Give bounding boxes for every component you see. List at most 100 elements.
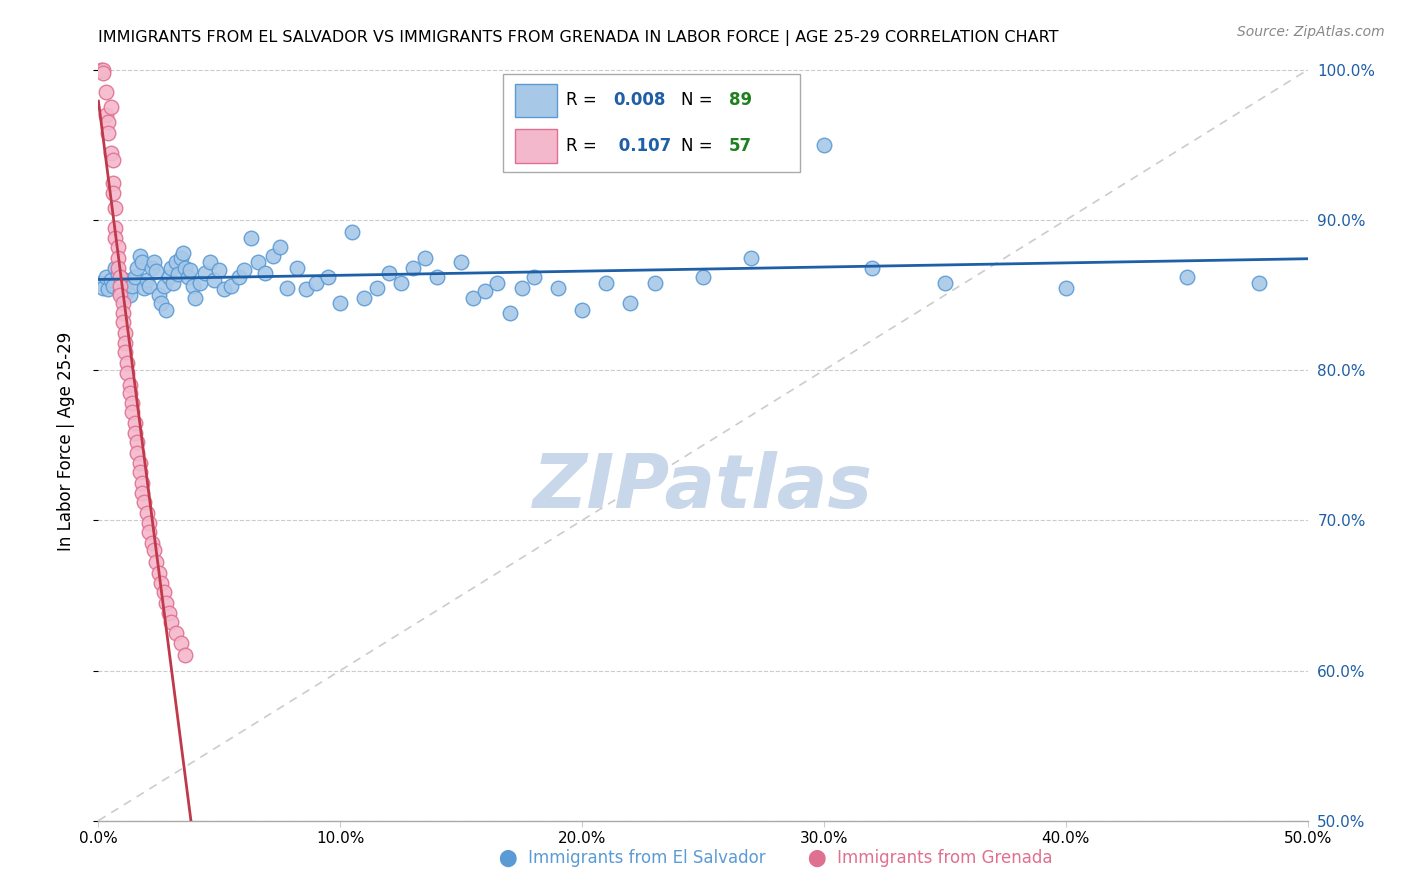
Point	[172, 246, 194, 260]
Text: ZIPatlas: ZIPatlas	[533, 450, 873, 524]
Text: IMMIGRANTS FROM EL SALVADOR VS IMMIGRANTS FROM GRENADA IN LABOR FORCE | AGE 25-2: IMMIGRANTS FROM EL SALVADOR VS IMMIGRANT…	[98, 29, 1059, 45]
Point	[118, 378, 141, 392]
Point	[141, 536, 163, 550]
Point	[108, 288, 131, 302]
Point	[91, 62, 114, 77]
Point	[124, 270, 146, 285]
Point	[247, 255, 270, 269]
Point	[100, 100, 122, 114]
Point	[208, 262, 231, 277]
Point	[162, 276, 184, 290]
Point	[121, 405, 143, 419]
Point	[152, 279, 174, 293]
Point	[134, 280, 156, 294]
Point	[276, 280, 298, 294]
Point	[104, 261, 127, 276]
Point	[389, 276, 412, 290]
Point	[740, 251, 762, 265]
Point	[127, 261, 149, 276]
Point	[228, 270, 250, 285]
Point	[353, 291, 375, 305]
Point	[329, 295, 352, 310]
Point	[413, 251, 436, 265]
Point	[141, 261, 163, 276]
Point	[124, 416, 146, 430]
Point	[165, 626, 187, 640]
Point	[486, 276, 509, 290]
Point	[150, 576, 173, 591]
Text: ⬤  Immigrants from El Salvador: ⬤ Immigrants from El Salvador	[499, 849, 766, 867]
Point	[402, 261, 425, 276]
Point	[1249, 276, 1271, 290]
Point	[716, 130, 738, 145]
Point	[143, 543, 166, 558]
Point	[111, 315, 134, 329]
Point	[547, 280, 569, 294]
Point	[100, 273, 122, 287]
Point	[100, 145, 122, 160]
Point	[169, 636, 191, 650]
Point	[97, 126, 120, 140]
Point	[148, 566, 170, 580]
Point	[108, 279, 131, 293]
Point	[108, 270, 131, 285]
Point	[184, 291, 207, 305]
Point	[145, 555, 167, 569]
Point	[128, 456, 150, 470]
Point	[114, 345, 136, 359]
Point	[174, 261, 197, 276]
Point	[239, 231, 262, 245]
Point	[204, 273, 226, 287]
Point	[128, 249, 150, 263]
Point	[94, 270, 117, 285]
Point	[169, 251, 191, 265]
Point	[91, 280, 114, 294]
Text: ⬤  Immigrants from Grenada: ⬤ Immigrants from Grenada	[808, 849, 1053, 867]
Point	[114, 326, 136, 340]
Point	[104, 201, 127, 215]
Point	[138, 516, 160, 531]
Point	[128, 466, 150, 480]
Point	[212, 282, 235, 296]
Point	[111, 291, 134, 305]
Point	[94, 108, 117, 122]
Point	[174, 648, 197, 663]
Point	[118, 288, 141, 302]
Point	[90, 276, 112, 290]
Point	[342, 225, 364, 239]
Point	[131, 486, 153, 500]
Point	[498, 306, 520, 320]
Point	[114, 273, 136, 287]
Point	[426, 270, 449, 285]
Point	[145, 264, 167, 278]
Point	[254, 266, 277, 280]
Point	[155, 303, 177, 318]
Point	[131, 255, 153, 269]
Point	[155, 596, 177, 610]
Point	[262, 249, 284, 263]
Point	[295, 282, 318, 296]
Point	[160, 615, 183, 630]
Point	[135, 506, 157, 520]
Point	[107, 251, 129, 265]
Point	[104, 231, 127, 245]
Point	[860, 261, 883, 276]
Point	[474, 284, 496, 298]
Point	[134, 495, 156, 509]
Y-axis label: In Labor Force | Age 25-29: In Labor Force | Age 25-29	[56, 332, 75, 551]
Point	[595, 276, 617, 290]
Point	[148, 288, 170, 302]
Point	[450, 255, 472, 269]
Point	[305, 276, 328, 290]
Point	[194, 266, 217, 280]
Point	[101, 153, 124, 167]
Point	[316, 270, 339, 285]
Point	[111, 306, 134, 320]
Point	[121, 279, 143, 293]
Point	[124, 426, 146, 441]
Point	[232, 262, 254, 277]
Point	[463, 291, 485, 305]
Point	[127, 435, 149, 450]
Point	[94, 86, 117, 100]
Point	[510, 280, 533, 294]
